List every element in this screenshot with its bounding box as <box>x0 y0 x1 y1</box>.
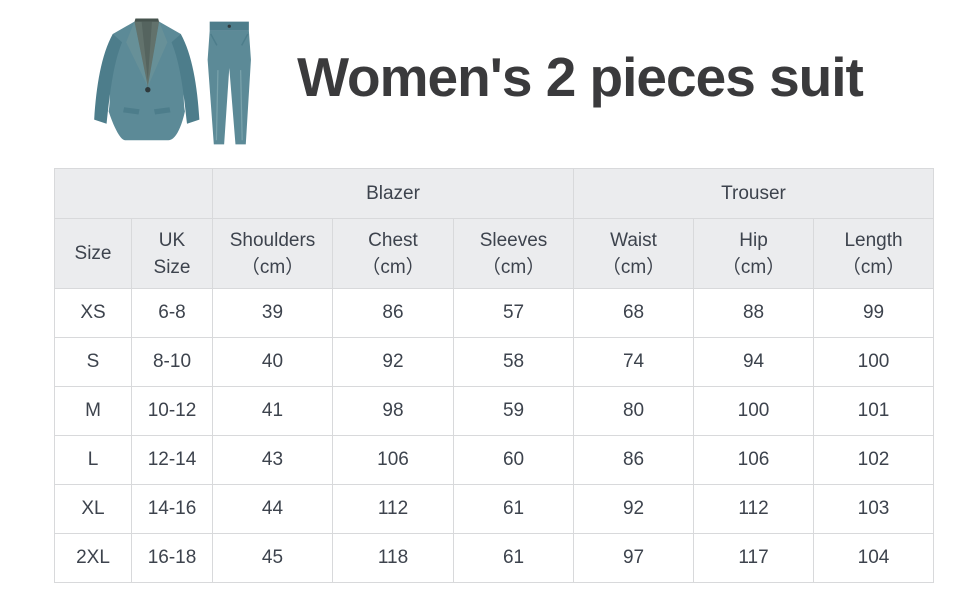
cell-sleeves: 61 <box>452 484 575 534</box>
cell-sleeves: 57 <box>452 288 575 338</box>
col-header-length-unit: （cm） <box>841 256 906 278</box>
cell-hip: 100 <box>693 386 815 436</box>
cell-hip: 112 <box>693 484 815 534</box>
product-image-suit <box>94 18 251 145</box>
cell-chest: 112 <box>332 484 454 534</box>
table-row-xs: XS 6-8 39 86 57 68 88 99 <box>54 288 935 338</box>
cell-length: 101 <box>813 386 935 436</box>
cell-uk-size: 12-14 <box>131 435 213 485</box>
col-header-uk-size-label: UK <box>158 229 186 251</box>
table-row-xl: XL 14-16 44 112 61 92 112 103 <box>54 484 935 534</box>
cell-length: 100 <box>813 337 935 387</box>
blazer-graphic <box>94 18 200 141</box>
col-header-chest-label: Chest <box>368 229 418 251</box>
column-header-row: Size UK Size Shoulders （cm） Chest （cm） Slee… <box>54 218 935 289</box>
group-header-empty <box>54 168 213 219</box>
cell-length: 104 <box>813 533 935 583</box>
col-header-uk-size-label2: Size <box>153 256 191 278</box>
cell-size: S <box>54 337 132 387</box>
cell-size: XS <box>54 288 132 338</box>
cell-waist: 86 <box>573 435 695 485</box>
group-header-trouser: Trouser <box>573 168 935 219</box>
cell-length: 103 <box>813 484 935 534</box>
cell-waist: 74 <box>573 337 695 387</box>
cell-sleeves: 61 <box>452 533 575 583</box>
cell-chest: 98 <box>332 386 454 436</box>
cell-sleeves: 58 <box>452 337 575 387</box>
col-header-chest-unit: （cm） <box>361 256 425 278</box>
col-header-length: Length （cm） <box>813 218 935 289</box>
col-header-sleeves: Sleeves （cm） <box>452 218 575 289</box>
col-header-hip-label: Hip <box>739 229 768 251</box>
col-header-size-label: Size <box>74 243 112 264</box>
col-header-waist-label: Waist <box>610 229 657 251</box>
cell-sleeves: 59 <box>452 386 575 436</box>
col-header-uk-size: UK Size <box>131 218 213 289</box>
page-title: Women's 2 pieces suit <box>297 46 864 108</box>
cell-hip: 88 <box>693 288 815 338</box>
cell-hip: 117 <box>693 533 815 583</box>
cell-shoulders: 44 <box>212 484 333 534</box>
cell-shoulders: 39 <box>212 288 333 338</box>
col-header-length-label: Length <box>844 229 903 251</box>
col-header-hip: Hip （cm） <box>693 218 815 289</box>
blazer-button-graphic <box>145 87 151 93</box>
cell-size: M <box>54 386 132 436</box>
col-header-shoulders-label: Shoulders <box>229 229 316 251</box>
group-header-blazer: Blazer <box>211 168 575 219</box>
col-header-chest: Chest （cm） <box>332 218 454 289</box>
cell-chest: 86 <box>332 288 454 338</box>
cell-uk-size: 16-18 <box>131 533 213 583</box>
cell-sleeves: 60 <box>452 435 575 485</box>
cell-size: XL <box>54 484 132 534</box>
cell-size: 2XL <box>54 533 132 583</box>
cell-uk-size: 10-12 <box>131 386 213 436</box>
cell-waist: 92 <box>573 484 695 534</box>
cell-shoulders: 41 <box>212 386 333 436</box>
cell-shoulders: 45 <box>212 533 333 583</box>
trouser-graphic <box>207 21 251 145</box>
cell-shoulders: 40 <box>212 337 333 387</box>
table-row-m: M 10-12 41 98 59 80 100 101 <box>54 386 935 436</box>
cell-uk-size: 8-10 <box>131 337 213 387</box>
table-row-2xl: 2XL 16-18 45 118 61 97 117 104 <box>54 533 935 583</box>
table-row-s: S 8-10 40 92 58 74 94 100 <box>54 337 935 387</box>
cell-shoulders: 43 <box>212 435 333 485</box>
col-header-hip-unit: （cm） <box>721 256 786 278</box>
cell-waist: 97 <box>573 533 695 583</box>
cell-chest: 118 <box>332 533 454 583</box>
col-header-size: Size <box>54 218 132 289</box>
table-row-l: L 12-14 43 106 60 86 106 102 <box>54 435 935 485</box>
col-header-shoulders: Shoulders （cm） <box>212 218 333 289</box>
col-header-sleeves-unit: （cm） <box>481 256 546 278</box>
col-header-shoulders-unit: （cm） <box>240 256 305 278</box>
col-header-sleeves-label: Sleeves <box>479 229 548 251</box>
cell-hip: 106 <box>693 435 815 485</box>
cell-length: 99 <box>813 288 935 338</box>
cell-chest: 92 <box>332 337 454 387</box>
cell-waist: 80 <box>573 386 695 436</box>
col-header-waist: Waist （cm） <box>573 218 695 289</box>
cell-uk-size: 14-16 <box>131 484 213 534</box>
cell-length: 102 <box>813 435 935 485</box>
cell-waist: 68 <box>573 288 695 338</box>
size-chart-table: Blazer Trouser Size UK Size Shoulders （cm）… <box>54 168 935 583</box>
col-header-waist-unit: （cm） <box>601 256 666 278</box>
cell-chest: 106 <box>332 435 454 485</box>
cell-uk-size: 6-8 <box>131 288 213 338</box>
cell-hip: 94 <box>693 337 815 387</box>
group-header-row: Blazer Trouser <box>54 168 935 219</box>
cell-size: L <box>54 435 132 485</box>
